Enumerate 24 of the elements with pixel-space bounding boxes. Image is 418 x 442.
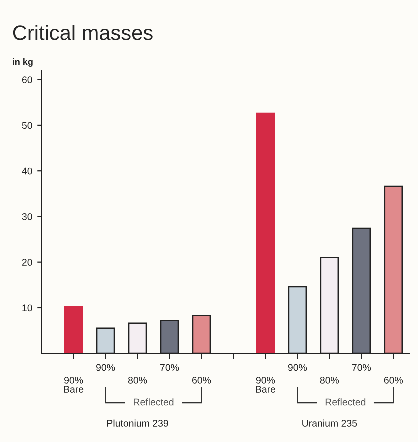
x-tick-label: 90% Bare [256, 377, 276, 393]
y-tick-label: 60 [22, 76, 32, 84]
y-tick-label: 10 [22, 304, 32, 312]
x-tick-label: 90% [288, 364, 308, 372]
y-axis-title: in kg [13, 58, 33, 67]
bar [64, 306, 84, 354]
y-tick-label: 50 [22, 122, 32, 130]
y-tick-label: 40 [22, 168, 32, 175]
y-tick-label: 30 [22, 213, 32, 220]
x-tick-label: 90% [96, 364, 116, 372]
x-tick-label: 60% [384, 377, 404, 384]
x-tick-label: 90% Bare [64, 377, 84, 393]
y-tick-label: 20 [22, 259, 32, 266]
x-tick-label: 80% [320, 377, 340, 384]
text: Uranium 235 [302, 420, 358, 427]
x-tick-label: 60% [192, 377, 212, 384]
text: Reflected [134, 398, 174, 406]
bar [256, 112, 276, 354]
x-tick-label: 70% [160, 364, 180, 372]
text: Plutonium 239 [107, 420, 168, 427]
chart-title: Critical masses [13, 25, 153, 40]
x-tick-label: 80% [128, 377, 148, 384]
text: Reflected [326, 398, 366, 406]
x-tick-label: 70% [352, 364, 372, 372]
